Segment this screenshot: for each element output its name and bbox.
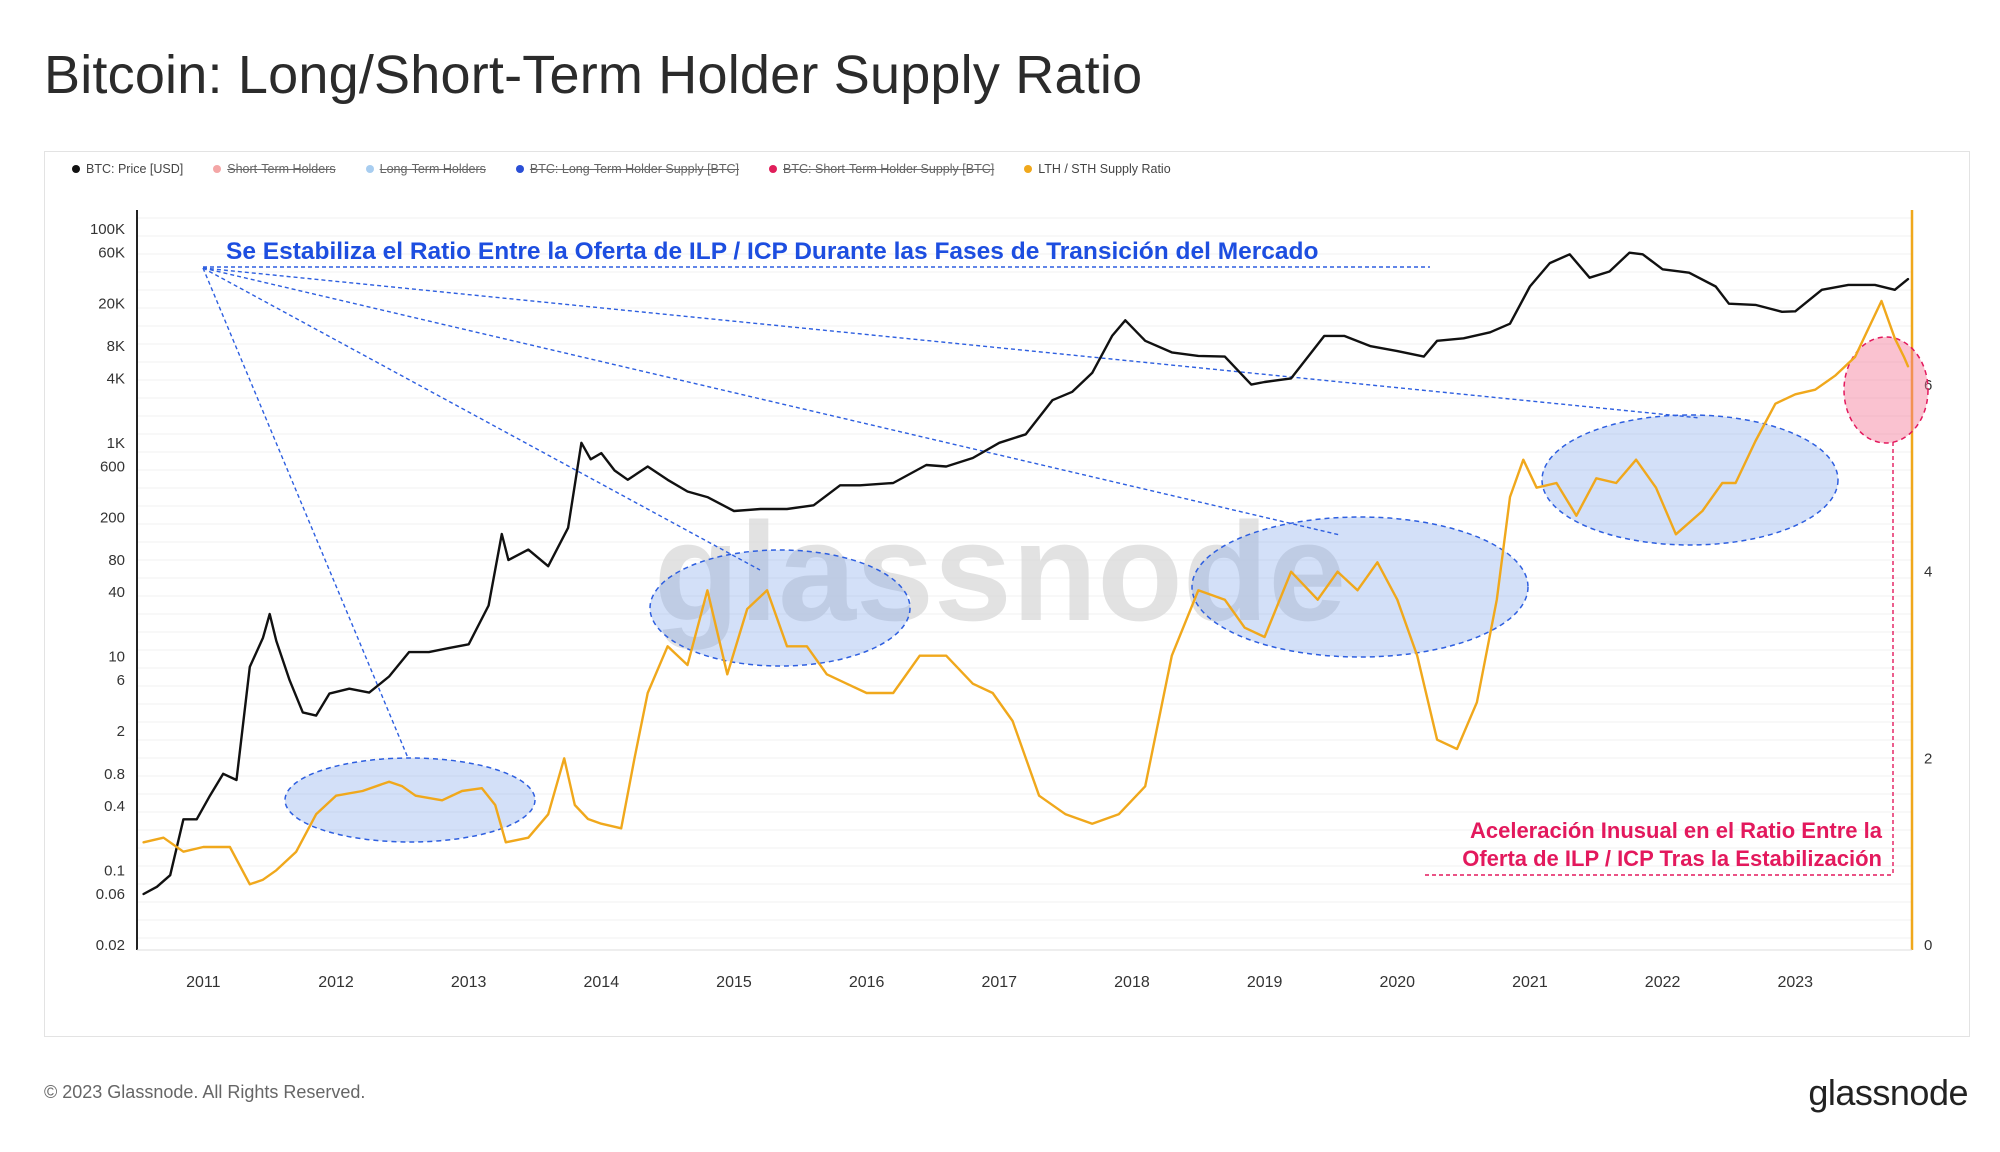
legend-label: BTC: Price [USD] <box>86 162 184 176</box>
y-left-tick-label: 600 <box>100 458 125 475</box>
connector-line <box>202 267 1701 419</box>
annotation-acceleration-line2: Oferta de ILP / ICP Tras la Estabilizaci… <box>1462 846 1882 871</box>
x-tick-label: 2016 <box>849 974 885 991</box>
legend-label: Short-Term Holders <box>227 162 336 176</box>
legend-item-sth-supply[interactable]: BTC: Short-Term Holder Supply [BTC] <box>769 162 994 176</box>
y-right-tick-label: 4 <box>1924 564 1932 581</box>
highlight-ellipse-2 <box>649 549 911 667</box>
y-left-tick-label: 0.02 <box>96 937 125 954</box>
y-left-tick-label: 4K <box>107 370 125 387</box>
x-tick-label: 2023 <box>1777 974 1813 991</box>
chart-legend: BTC: Price [USD] Short-Term Holders Long… <box>72 162 1171 176</box>
legend-label: Long-Term Holders <box>379 162 486 176</box>
x-tick-label: 2020 <box>1379 974 1415 991</box>
x-tick-label: 2021 <box>1512 974 1548 991</box>
x-tick-label: 2018 <box>1114 974 1150 991</box>
y-left-tick-label: 40 <box>108 584 125 601</box>
y-left-tick-label: 10 <box>108 649 125 666</box>
legend-dot <box>1024 165 1033 173</box>
y-left-tick-label: 1K <box>107 435 125 452</box>
legend-dot <box>365 165 374 173</box>
legend-item-short-term-holders[interactable]: Short-Term Holders <box>213 162 336 176</box>
legend-item-btc-price[interactable]: BTC: Price [USD] <box>72 162 183 176</box>
connector-line <box>202 267 1341 536</box>
x-tick-label: 2017 <box>981 974 1017 991</box>
highlight-ellipse-4 <box>1541 414 1839 546</box>
copyright-footer: © 2023 Glassnode. All Rights Reserved. <box>44 1082 366 1102</box>
y-left-tick-label: 8K <box>107 338 125 355</box>
legend-label: LTH / STH Supply Ratio <box>1038 162 1171 176</box>
annotation-acceleration-line1: Aceleración Inusual en el Ratio Entre la <box>1470 818 1883 843</box>
y-left-tick-label: 0.4 <box>104 798 125 815</box>
x-tick-label: 2012 <box>318 974 354 991</box>
y-left-tick-label: 0.1 <box>104 862 125 879</box>
x-tick-label: 2015 <box>716 974 752 991</box>
y-right-tick-label: 0 <box>1924 937 1932 954</box>
gridlines <box>137 217 1912 939</box>
legend-item-lth-sth-ratio[interactable]: LTH / STH Supply Ratio <box>1024 162 1171 176</box>
legend-dot <box>213 165 222 173</box>
x-tick-label: 2022 <box>1645 974 1681 991</box>
y-right-tick-label: 2 <box>1924 750 1932 767</box>
legend-dot <box>72 165 80 173</box>
annotation-stabilization: Se Estabiliza el Ratio Entre la Oferta d… <box>226 238 1318 265</box>
legend-dot <box>515 165 524 173</box>
page-title: Bitcoin: Long/Short-Term Holder Supply R… <box>44 45 1143 105</box>
y-left-tick-label: 80 <box>108 552 125 569</box>
x-tick-label: 2013 <box>451 974 487 991</box>
x-tick-label: 2014 <box>584 974 620 991</box>
chart-frame <box>44 151 1970 1037</box>
connector-line <box>202 267 761 571</box>
highlight-ellipse-1 <box>284 757 536 843</box>
legend-label: BTC: Long-Term Holder Supply [BTC] <box>529 162 740 176</box>
y-left-tick-label: 100K <box>90 221 125 238</box>
x-tick-label: 2011 <box>186 974 221 991</box>
legend-item-lth-supply[interactable]: BTC: Long-Term Holder Supply [BTC] <box>515 162 740 176</box>
y-left-tick-label: 200 <box>100 509 125 526</box>
legend-dot <box>769 165 778 173</box>
watermark: glassnode <box>654 493 1346 650</box>
connector-line <box>202 267 409 759</box>
brand-logo: glassnode <box>1808 1072 1968 1113</box>
x-tick-label: 2019 <box>1247 974 1283 991</box>
legend-item-long-term-holders[interactable]: Long-Term Holders <box>365 162 486 176</box>
series-line-btc-price <box>142 251 1910 896</box>
y-left-tick-label: 0.06 <box>96 886 125 903</box>
y-left-tick-label: 20K <box>98 296 125 313</box>
y-left-tick-label: 0.8 <box>104 766 125 783</box>
y-left-tick-label: 6 <box>117 672 125 689</box>
y-right-tick-label: 6 <box>1924 377 1932 394</box>
y-left-tick-label: 2 <box>117 723 125 740</box>
series-line-lth-sth-ratio <box>142 299 1910 886</box>
legend-label: BTC: Short-Term Holder Supply [BTC] <box>783 162 995 176</box>
y-left-tick-label: 60K <box>98 245 125 262</box>
